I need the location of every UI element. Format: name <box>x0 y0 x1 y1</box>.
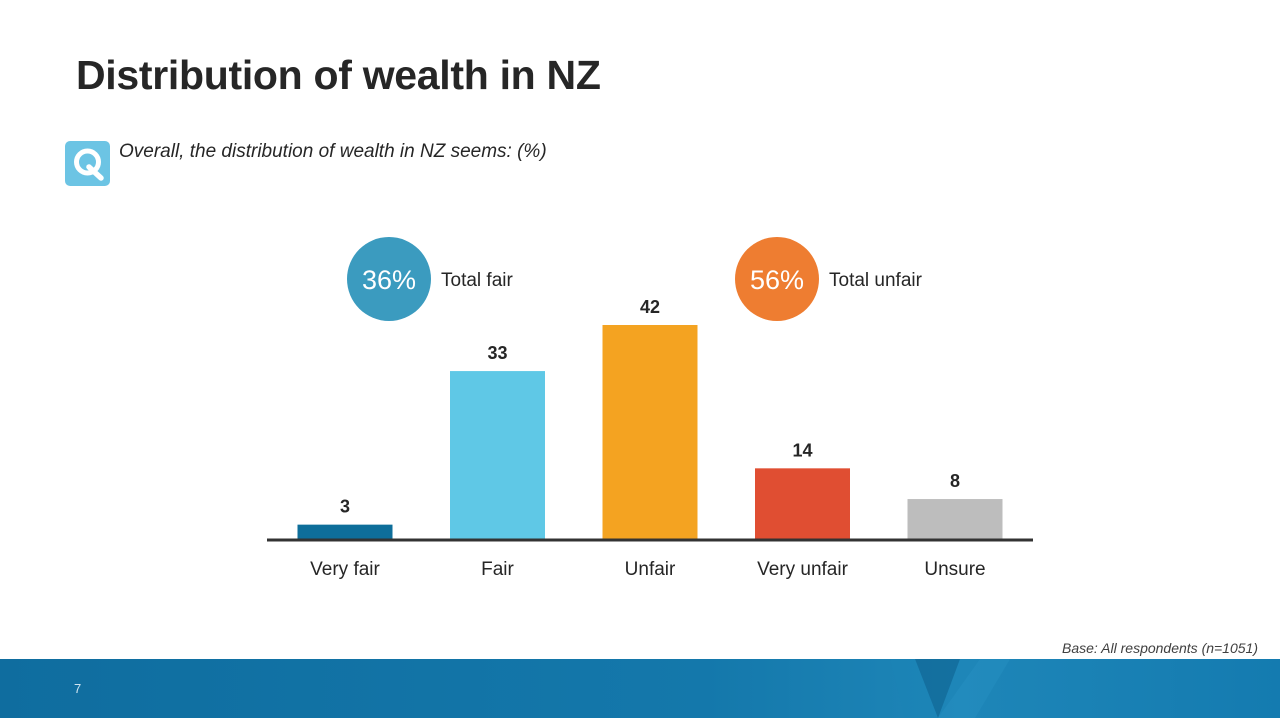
summary-label: Total unfair <box>829 270 923 291</box>
category-label: Very unfair <box>757 559 848 580</box>
page-title: Distribution of wealth in NZ <box>76 52 601 98</box>
summary-value: 36% <box>362 265 416 295</box>
bar-unsure <box>907 499 1003 540</box>
footer-band: 7 <box>0 659 1280 718</box>
summary-label: Total fair <box>441 270 513 291</box>
summary-circle <box>347 237 431 321</box>
page-number: 7 <box>74 681 82 696</box>
data-label: 8 <box>950 471 960 491</box>
data-label: 33 <box>487 343 507 363</box>
category-label: Fair <box>481 559 514 580</box>
summary-value: 56% <box>750 265 804 295</box>
bar-very-fair <box>297 524 393 540</box>
bar-fair <box>450 371 545 540</box>
data-label: 3 <box>340 497 350 517</box>
data-label: 42 <box>640 297 660 317</box>
category-label: Unfair <box>625 559 676 580</box>
data-label: 14 <box>792 440 812 460</box>
bar-unfair <box>602 325 698 540</box>
q-icon <box>65 141 110 186</box>
bar-very-unfair <box>755 468 850 540</box>
question-text: Overall, the distribution of wealth in N… <box>119 141 547 162</box>
category-label: Unsure <box>924 559 985 580</box>
category-label: Very fair <box>310 559 380 580</box>
summary-circle <box>735 237 819 321</box>
footer-decoration <box>890 659 1010 718</box>
bar-chart: 3 Very fair 33 Fair 42 Unfair 14 Very unfair 8 Un… <box>267 237 1033 580</box>
base-footnote: Base: All respondents (n=1051) <box>1062 640 1258 656</box>
